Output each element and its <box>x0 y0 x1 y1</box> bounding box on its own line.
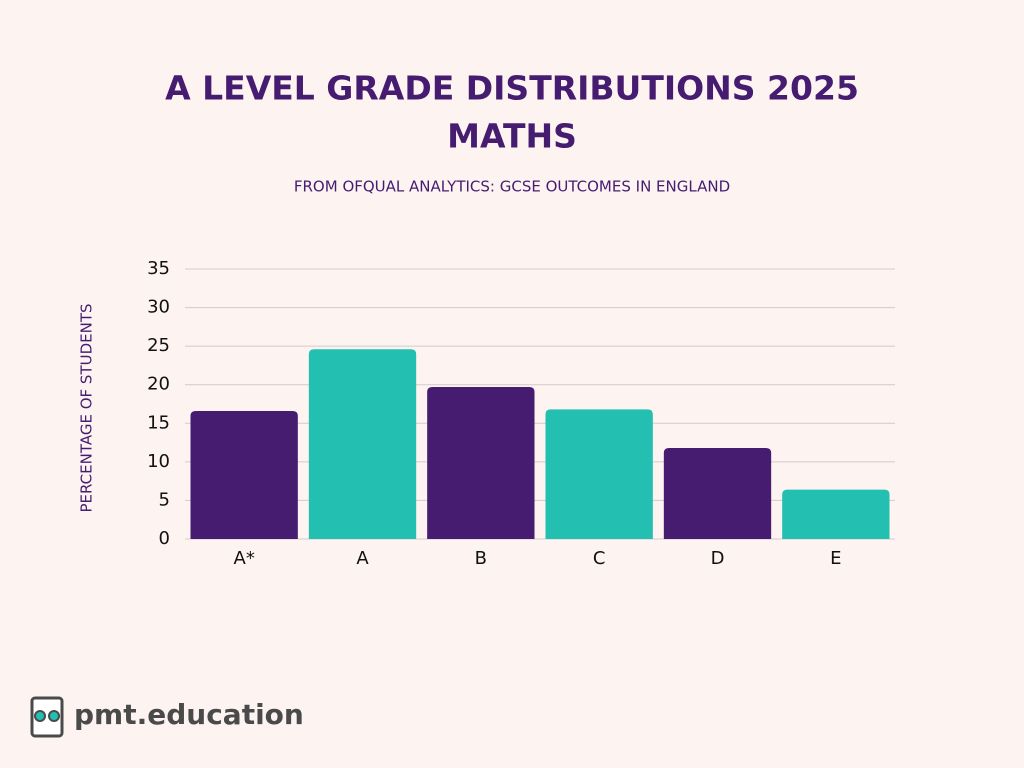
chart-title: A LEVEL GRADE DISTRIBUTIONS 2025 <box>165 69 859 108</box>
y-tick-label: 10 <box>147 451 170 472</box>
x-tick-label: C <box>593 548 606 569</box>
y-axis-label: PERCENTAGE OF STUDENTS <box>78 303 96 512</box>
y-tick-label: 15 <box>147 412 170 433</box>
x-tick-label: E <box>830 548 841 569</box>
chart-subtitle: FROM OFQUAL ANALYTICS: GCSE OUTCOMES IN … <box>294 178 730 196</box>
bar <box>782 489 890 539</box>
chart-title: MATHS <box>447 117 577 156</box>
y-tick-label: 35 <box>147 258 170 279</box>
logo-text: pmt.education <box>74 698 304 731</box>
y-tick-label: 20 <box>147 374 170 395</box>
y-tick-label: 30 <box>147 297 170 318</box>
x-tick-label: A <box>356 548 369 569</box>
x-tick-label: B <box>475 548 487 569</box>
x-tick-label: A* <box>234 548 255 569</box>
bar <box>308 349 417 539</box>
logo-eye <box>48 710 60 722</box>
logo-icon <box>30 696 64 738</box>
bar <box>545 409 653 539</box>
x-tick-label: D <box>711 548 725 569</box>
y-tick-label: 0 <box>159 528 170 549</box>
bar <box>427 387 535 539</box>
y-tick-label: 25 <box>147 335 170 356</box>
bar <box>663 447 772 539</box>
y-tick-label: 5 <box>159 489 170 510</box>
logo: pmt.education <box>30 696 304 738</box>
bar <box>190 410 298 539</box>
logo-eye <box>34 710 46 722</box>
